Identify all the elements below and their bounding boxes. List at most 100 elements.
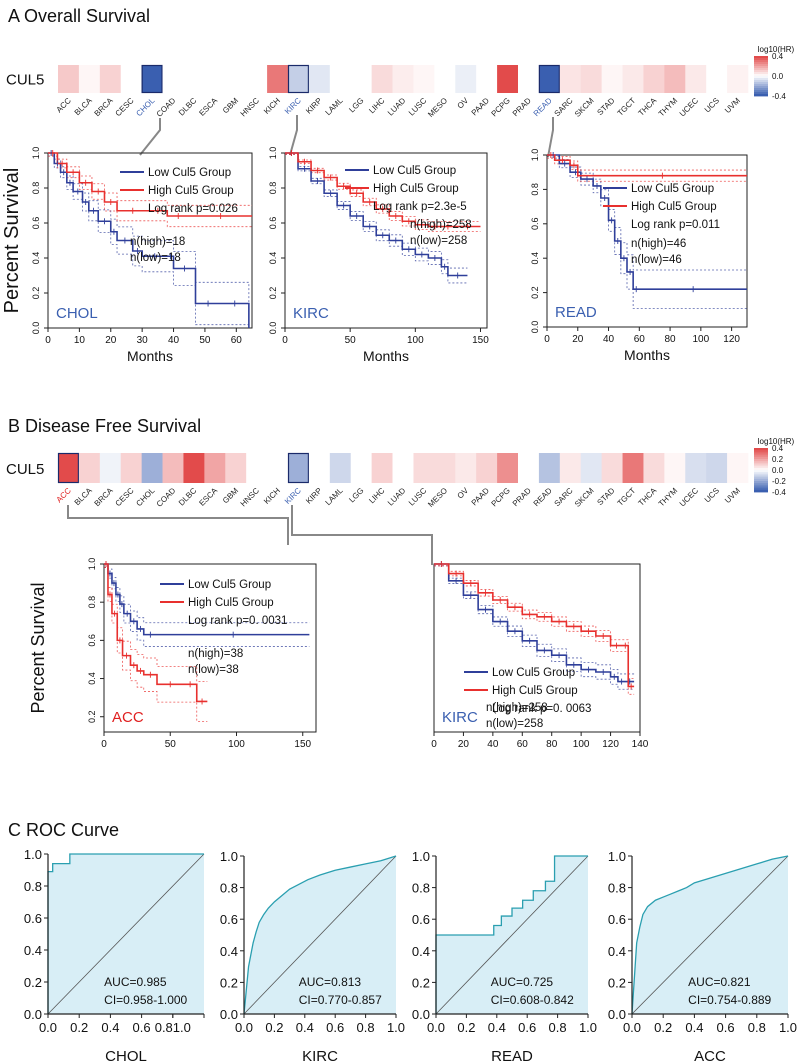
cancer-label: KIRP (304, 486, 324, 506)
x-tick-label: 80 (546, 739, 558, 750)
y-tick-label: 0.6 (608, 912, 626, 927)
plot-frame (103, 563, 317, 733)
x-tick-label: 0 (101, 739, 107, 750)
n-low: n(low)=38 (188, 664, 239, 676)
y-tick-label: 0.4 (220, 944, 238, 959)
heat-cell (78, 65, 101, 93)
connector-kirc (289, 115, 298, 156)
x-tick-label: 0.81.0 (155, 1020, 191, 1035)
heat-cell (518, 453, 540, 483)
cohort-label: KIRC (293, 305, 329, 322)
x-tick-label: 50 (199, 335, 211, 346)
heat-cell (246, 453, 268, 483)
legend-swatch (754, 483, 768, 486)
n-low: n(low)=258 (486, 718, 543, 730)
heat-cell (120, 453, 142, 483)
heat-cell (267, 65, 289, 93)
cancer-label: LUSC (407, 486, 429, 508)
heat-cell (350, 65, 372, 93)
legend-title: log10(HR) (758, 437, 795, 446)
cancer-label: THYM (657, 96, 680, 119)
x-tick-label: 0.0 (39, 1020, 57, 1035)
n-high: n(high)=18 (130, 236, 185, 248)
cancer-label: MESO (426, 96, 449, 119)
roc-curve (435, 855, 588, 1014)
heat-cell (99, 453, 122, 483)
heat-cell (455, 65, 477, 93)
heat-cell (329, 65, 352, 93)
heat-cell (664, 453, 686, 483)
legend-swatch (754, 92, 768, 95)
legend-swatch (754, 470, 768, 473)
roc_chol: 0.00.20.40.60.81.00.0 0.2 0.4 0.6 0.81.0AUC=… (24, 847, 205, 1064)
legend-swatch (754, 474, 768, 477)
y-tick-label: 0.8 (530, 183, 540, 196)
cancer-label: KICH (262, 486, 282, 506)
legend-swatch (754, 90, 768, 93)
heat-cell (371, 453, 393, 483)
cancer-label: HNSC (239, 486, 262, 509)
legend-tick: -0.4 (772, 488, 786, 497)
legend-swatch (754, 68, 768, 71)
heat-cell (538, 453, 561, 483)
y-tick-label: 1.0 (608, 849, 626, 864)
x-tick-label: 0 (282, 335, 288, 346)
cancer-label: CESC (114, 96, 136, 118)
x-tick-label: 80 (665, 334, 677, 345)
legend-swatch (754, 74, 768, 77)
roc-cohort-label: CHOL (105, 1048, 147, 1064)
legend-swatch (754, 472, 768, 475)
heat-cell (559, 453, 582, 483)
cancer-label: DLBC (177, 486, 199, 508)
cancer-label: DLBC (177, 96, 199, 118)
connector-kirc-dfs (291, 505, 433, 565)
auc-value: AUC=0.821 (688, 975, 751, 989)
x-tick-label: 120 (602, 739, 619, 750)
y-tick-label: 0.0 (412, 1007, 430, 1022)
legend-swatch (754, 448, 768, 451)
x-tick-label: 0.6 (518, 1020, 536, 1035)
diagonal-reference (47, 853, 205, 1015)
cancer-label: UCS (703, 96, 721, 114)
cancer-label: LUAD (386, 96, 408, 118)
heat-cell (476, 453, 498, 483)
cancer-label: STAD (595, 96, 616, 117)
cancer-label: OV (456, 486, 471, 501)
legend-swatch (754, 459, 768, 462)
cancer-label: READ (532, 96, 554, 118)
y-tick-label: 0.4 (24, 943, 42, 958)
n-low: n(low)=18 (130, 252, 181, 264)
legend-swatch (754, 452, 768, 455)
plot-frame (47, 152, 253, 329)
heat-cell (643, 65, 665, 93)
cancer-label: LGG (347, 96, 365, 114)
y-tick-label: 0.4 (31, 252, 41, 265)
cancer-label: LAML (324, 96, 346, 118)
heat-cell (434, 453, 456, 483)
auc-value: AUC=0.813 (299, 975, 362, 989)
roc_read: 0.0 0.2 0.4 0.6 0.8 1.0 0.0 0.2 0.4 0.6 0.8 1.0 AUC=… (412, 849, 597, 1064)
cancer-label: ESCA (197, 96, 219, 118)
low-group-curve (547, 154, 747, 290)
x-tick-label: 100 (228, 739, 245, 750)
low-group-curve (104, 563, 310, 636)
y-tick-label: 1.0 (87, 558, 97, 571)
x-tick-label: 0.2 (654, 1020, 672, 1035)
cancer-label: LUAD (386, 486, 408, 508)
x-tick-label: 0.6 (326, 1020, 344, 1035)
heat-cell (141, 453, 163, 483)
high-group-curve (104, 563, 208, 703)
heat-cell (204, 65, 226, 93)
y-tick-label: 0.2 (608, 975, 626, 990)
y-tick-label: 0.2 (87, 710, 97, 723)
legend-swatch (754, 478, 768, 482)
ci-band (48, 152, 252, 206)
legend-swatch (754, 450, 768, 453)
heat-cell (204, 453, 226, 483)
high-group-curve (434, 563, 635, 688)
x-tick-label: 20 (572, 334, 584, 345)
legend-swatch (754, 88, 768, 91)
cancer-label: PRAD (511, 486, 533, 508)
connector-chol (139, 118, 161, 156)
n-high: n(high)=46 (631, 238, 686, 250)
